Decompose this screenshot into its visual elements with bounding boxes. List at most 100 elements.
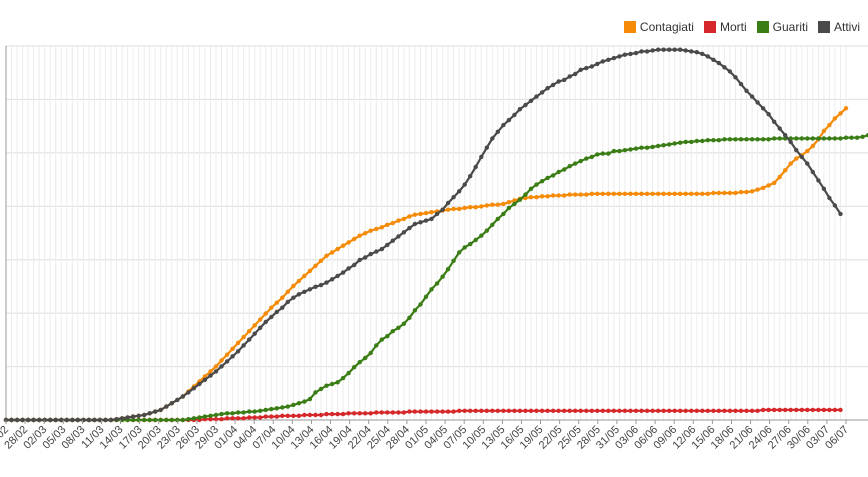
data-point-morti <box>219 417 224 422</box>
data-point-guariti <box>810 136 815 141</box>
data-point-attivi <box>70 417 75 423</box>
data-point-attivi <box>197 381 202 387</box>
data-point-guariti <box>727 137 733 142</box>
data-point-morti <box>374 410 379 415</box>
data-point-morti <box>738 408 744 413</box>
data-point-attivi <box>606 57 611 62</box>
data-point-guariti <box>501 211 506 217</box>
data-point-attivi <box>53 417 58 423</box>
data-point-guariti <box>374 343 379 348</box>
data-point-guariti <box>418 302 423 307</box>
data-point-guariti <box>600 151 605 156</box>
data-point-guariti <box>744 137 749 142</box>
data-point-morti <box>429 409 434 414</box>
data-point-morti <box>794 407 799 413</box>
data-point-morti <box>562 408 567 413</box>
data-point-attivi <box>650 48 655 53</box>
data-point-contagiati <box>689 191 694 196</box>
data-point-contagiati <box>202 374 208 379</box>
data-point-morti <box>539 408 545 413</box>
data-point-morti <box>783 407 788 413</box>
data-point-morti <box>727 408 733 413</box>
data-point-morti <box>534 408 539 413</box>
data-point-attivi <box>490 136 495 141</box>
data-point-guariti <box>843 135 849 140</box>
data-point-attivi <box>9 417 14 423</box>
data-point-contagiati <box>457 206 462 212</box>
data-point-attivi <box>578 67 583 73</box>
legend-item-morti[interactable]: Morti <box>703 20 747 34</box>
data-point-guariti <box>628 147 633 152</box>
data-point-guariti <box>169 417 174 423</box>
data-point-guariti <box>219 411 224 417</box>
data-point-contagiati <box>490 202 495 207</box>
data-point-guariti <box>307 396 313 402</box>
data-point-morti <box>274 414 279 419</box>
data-point-contagiati <box>445 207 451 212</box>
data-point-attivi <box>738 81 744 87</box>
data-point-morti <box>788 407 793 413</box>
data-point-morti <box>749 408 755 413</box>
data-point-morti <box>678 408 683 413</box>
data-point-attivi <box>247 337 252 342</box>
data-point-attivi <box>440 207 445 212</box>
legend-item-attivi[interactable]: Attivi <box>817 20 860 34</box>
data-point-contagiati <box>794 156 799 161</box>
data-point-morti <box>307 412 313 418</box>
data-point-morti <box>346 411 351 416</box>
data-point-guariti <box>667 142 672 147</box>
data-point-guariti <box>716 138 722 143</box>
data-point-attivi <box>633 50 639 56</box>
data-point-attivi <box>119 416 125 421</box>
data-point-attivi <box>694 50 699 55</box>
data-point-attivi <box>368 251 373 257</box>
data-point-contagiati <box>705 191 710 196</box>
data-point-contagiati <box>219 358 224 363</box>
data-point-guariti <box>385 334 390 339</box>
data-point-guariti <box>457 250 462 255</box>
data-point-morti <box>733 408 738 413</box>
data-point-contagiati <box>810 143 815 149</box>
data-point-guariti <box>180 417 185 423</box>
data-point-attivi <box>429 216 434 222</box>
data-point-morti <box>705 408 710 413</box>
legend-item-contagiati[interactable]: Contagiati <box>623 20 694 34</box>
data-point-guariti <box>473 237 478 243</box>
data-point-attivi <box>202 377 208 382</box>
data-point-morti <box>247 415 252 420</box>
data-point-contagiati <box>633 191 639 196</box>
data-point-attivi <box>379 246 384 252</box>
data-point-guariti <box>545 175 550 181</box>
data-point-attivi <box>766 112 771 117</box>
data-point-contagiati <box>556 193 561 198</box>
data-point-contagiati <box>407 214 412 219</box>
data-point-attivi <box>562 77 567 83</box>
data-point-morti <box>639 408 644 413</box>
data-point-contagiati <box>584 192 589 197</box>
data-point-contagiati <box>473 205 478 210</box>
legend-item-guariti[interactable]: Guariti <box>756 20 808 34</box>
data-point-morti <box>584 408 589 413</box>
data-point-guariti <box>164 417 169 423</box>
data-point-attivi <box>269 314 274 320</box>
data-point-attivi <box>313 284 318 289</box>
data-point-guariti <box>423 294 429 299</box>
data-point-guariti <box>639 145 644 150</box>
data-point-morti <box>617 408 622 413</box>
data-point-attivi <box>600 59 605 64</box>
data-point-morti <box>744 408 749 413</box>
data-point-attivi <box>749 94 755 99</box>
data-point-guariti <box>468 241 473 247</box>
data-point-contagiati <box>567 192 572 197</box>
data-point-attivi <box>357 257 362 263</box>
data-point-contagiati <box>600 191 605 196</box>
data-point-contagiati <box>291 283 296 289</box>
data-point-attivi <box>14 417 20 423</box>
data-point-guariti <box>130 417 136 423</box>
data-point-morti <box>672 408 677 413</box>
data-point-contagiati <box>506 200 512 205</box>
data-point-contagiati <box>462 205 467 211</box>
data-point-attivi <box>186 390 191 395</box>
legend-swatch-attivi <box>817 21 830 33</box>
data-point-guariti <box>451 258 456 263</box>
